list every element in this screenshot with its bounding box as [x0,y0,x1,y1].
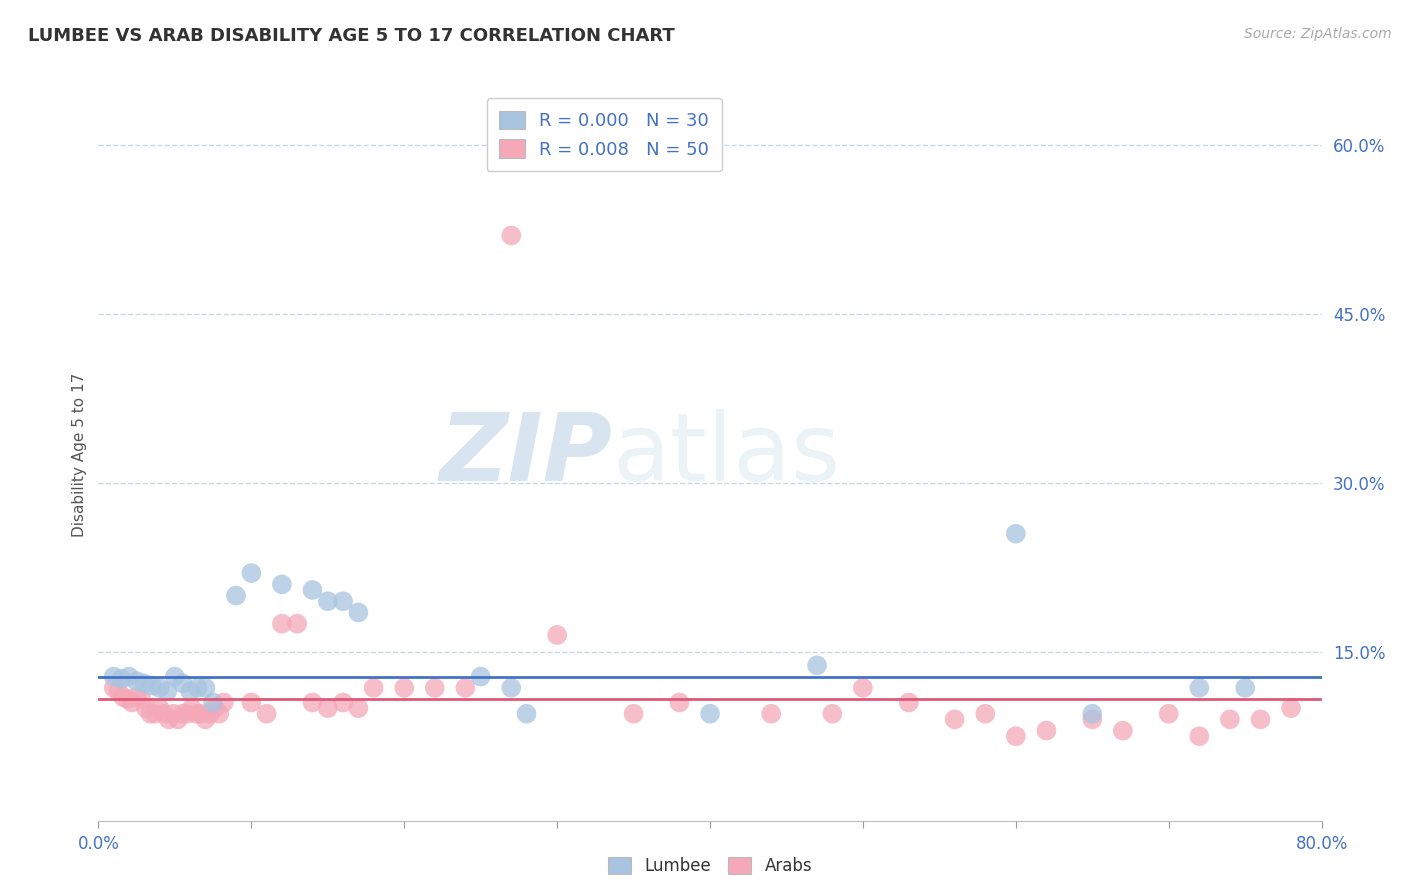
Point [180,701,202,715]
Point [1081,712,1104,726]
Point [347,701,370,715]
Point [285,616,308,631]
Point [1081,706,1104,721]
Text: atlas: atlas [612,409,841,501]
Point [118,670,141,684]
Point [162,706,184,721]
Point [270,577,292,591]
Point [125,674,148,689]
Point [202,696,225,710]
Point [759,706,782,721]
Point [821,706,844,721]
Point [103,670,125,684]
Point [156,684,179,698]
Point [187,681,209,695]
Point [172,676,194,690]
Point [974,706,997,721]
Point [501,681,523,695]
Point [897,696,920,710]
Point [423,681,446,695]
Point [1188,729,1211,743]
Point [163,670,186,684]
Point [943,712,966,726]
Point [852,681,875,695]
Point [1249,712,1271,726]
Point [117,692,139,706]
Point [806,658,828,673]
Point [194,681,217,695]
Point [194,712,217,726]
Point [149,701,172,715]
Point [301,582,323,597]
Point [208,706,231,721]
Point [316,594,339,608]
Point [256,706,278,721]
Point [107,684,129,698]
Legend: Lumbee, Arabs: Lumbee, Arabs [602,850,818,882]
Point [454,681,477,695]
Point [332,594,354,608]
Point [1004,526,1026,541]
Point [135,701,157,715]
Point [316,701,339,715]
Point [153,706,176,721]
Point [111,690,134,704]
Text: Source: ZipAtlas.com: Source: ZipAtlas.com [1244,27,1392,41]
Point [1004,729,1026,743]
Point [186,706,208,721]
Point [179,684,201,698]
Point [501,228,523,243]
Point [149,681,172,695]
Point [141,679,163,693]
Point [125,690,148,704]
Point [1279,701,1302,715]
Point [172,706,194,721]
Point [470,670,492,684]
Point [301,696,323,710]
Point [129,692,152,706]
Point [1188,681,1211,695]
Point [198,706,221,721]
Point [623,706,645,721]
Point [1112,723,1135,738]
Point [1219,712,1241,726]
Point [668,696,690,710]
Point [392,681,416,695]
Point [1157,706,1180,721]
Point [699,706,721,721]
Point [204,701,226,715]
Point [332,696,354,710]
Point [103,681,125,695]
Text: LUMBEE VS ARAB DISABILITY AGE 5 TO 17 CORRELATION CHART: LUMBEE VS ARAB DISABILITY AGE 5 TO 17 CO… [28,27,675,45]
Point [1234,681,1257,695]
Y-axis label: Disability Age 5 to 17: Disability Age 5 to 17 [72,373,87,537]
Point [167,712,190,726]
Point [516,706,538,721]
Point [121,696,143,710]
Point [157,712,180,726]
Point [139,706,162,721]
Point [225,589,247,603]
Point [176,706,198,721]
Point [1035,723,1057,738]
Point [190,706,212,721]
Point [240,566,263,580]
Point [134,676,156,690]
Point [110,672,132,686]
Point [546,628,568,642]
Point [270,616,292,631]
Text: ZIP: ZIP [439,409,612,501]
Point [347,606,370,620]
Point [143,706,166,721]
Point [240,696,263,710]
Point [212,696,235,710]
Point [363,681,385,695]
